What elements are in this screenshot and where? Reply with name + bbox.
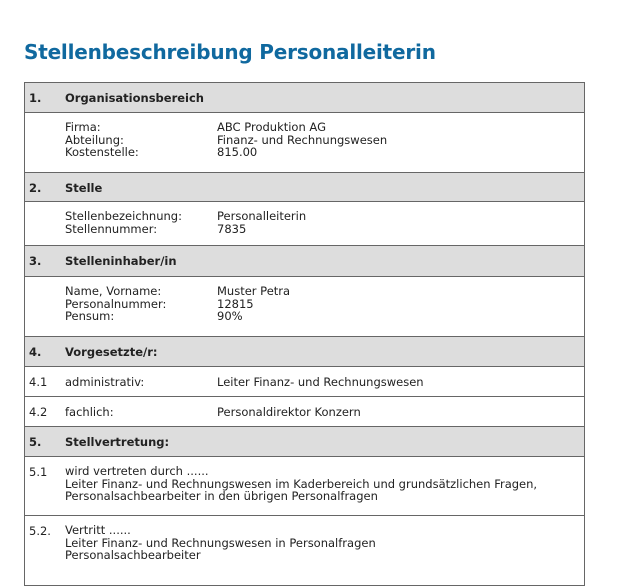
section-number: 2. [29,181,42,195]
field-label: Personalnummer: [65,296,167,311]
item-value: Personaldirektor Konzern [217,405,361,419]
item-value: Leiter Finanz- und Rechnungswesen [217,375,424,389]
field-label: Firma: [65,120,101,134]
item-label: fachlich: [65,405,114,419]
field-value: 815.00 [217,145,258,159]
field-label: Pensum: [65,309,115,323]
section-header-organisationsbereich: 1. Organisationsbereich [25,83,584,113]
section-title: Organisationsbereich [65,91,204,105]
item-fachlich: 4.2 fachlich: Personaldirektor Konzern [25,397,584,427]
item-number: 4.1 [29,375,48,389]
item-number: 5.2. [29,524,51,538]
field-name: Name, Vorname: Muster Petra [25,285,584,298]
field-label: Stellenbezeichnung: [65,209,182,223]
section-title: Stellvertretung: [65,435,170,449]
field-stellenbezeichnung: Stellenbezeichnung: Personalleiterin [25,210,584,223]
item-line: Leiter Finanz- und Rechnungswesen im Kad… [65,476,538,491]
field-personalnummer: Personalnummer: 12815 [25,296,584,311]
field-abteilung: Abteilung: Finanz- und Rechnungswesen [25,132,584,147]
section-number: 4. [29,345,42,359]
section-header-vorgesetzte: 4. Vorgesetzte/r: [25,337,584,367]
field-value: 7835 [217,221,247,236]
section-number: 3. [29,254,42,268]
item-line: Personalsachbearbeiter in den übrigen Pe… [65,489,378,503]
field-value: Muster Petra [217,284,291,298]
field-pensum: Pensum: 90% [25,310,584,323]
field-value: 12815 [217,296,254,311]
section-number: 1. [29,91,42,105]
item-line: Personalsachbearbeiter [65,548,201,562]
section-header-stelle: 2. Stelle [25,173,584,202]
field-value: 90% [217,309,243,323]
section-title: Stelleninhaber/in [65,254,177,268]
section-header-stelleninhaber: 3. Stelleninhaber/in [25,246,584,277]
field-label: Stellennummer: [65,221,158,236]
page-title: Stellenbeschreibung Personalleiterin [24,40,436,64]
section-title: Vorgesetzte/r: [65,345,158,359]
field-label: Abteilung: [65,132,124,147]
field-label: Kostenstelle: [65,145,139,159]
section-body-organisationsbereich: Firma: ABC Produktion AG Abteilung: Finanz… [25,113,584,173]
field-stellennummer: Stellennummer: 7835 [25,221,584,236]
item-wird-vertreten: 5.1 wird vertreten durch ...... Leiter F… [25,457,584,516]
item-label: administrativ: [65,375,145,389]
field-value: ABC Produktion AG [217,120,326,134]
field-value: Finanz- und Rechnungswesen [217,132,388,147]
field-label: Name, Vorname: [65,284,162,298]
item-line: Vertritt ...... [65,523,131,537]
field-firma: Firma: ABC Produktion AG [25,121,584,134]
field-value: Personalleiterin [217,209,307,223]
section-body-stelleninhaber: Name, Vorname: Muster Petra Personalnumme… [25,277,584,337]
section-header-stellvertretung: 5. Stellvertretung: [25,427,584,457]
item-line: Leiter Finanz- und Rechnungswesen in Per… [65,535,376,550]
section-body-stelle: Stellenbezeichnung: Personalleiterin Stel… [25,202,584,246]
item-number: 5.1 [29,465,48,479]
item-number: 4.2 [29,405,48,419]
item-administrativ: 4.1 administrativ: Leiter Finanz- und Re… [25,367,584,397]
item-vertritt: 5.2. Vertritt ...... Leiter Finanz- und … [25,516,584,586]
field-kostenstelle: Kostenstelle: 815.00 [25,146,584,159]
section-number: 5. [29,435,42,449]
section-title: Stelle [65,181,103,195]
item-line: wird vertreten durch ...... [65,464,209,478]
job-description-table: 1. Organisationsbereich Firma: ABC Produk… [24,82,585,586]
